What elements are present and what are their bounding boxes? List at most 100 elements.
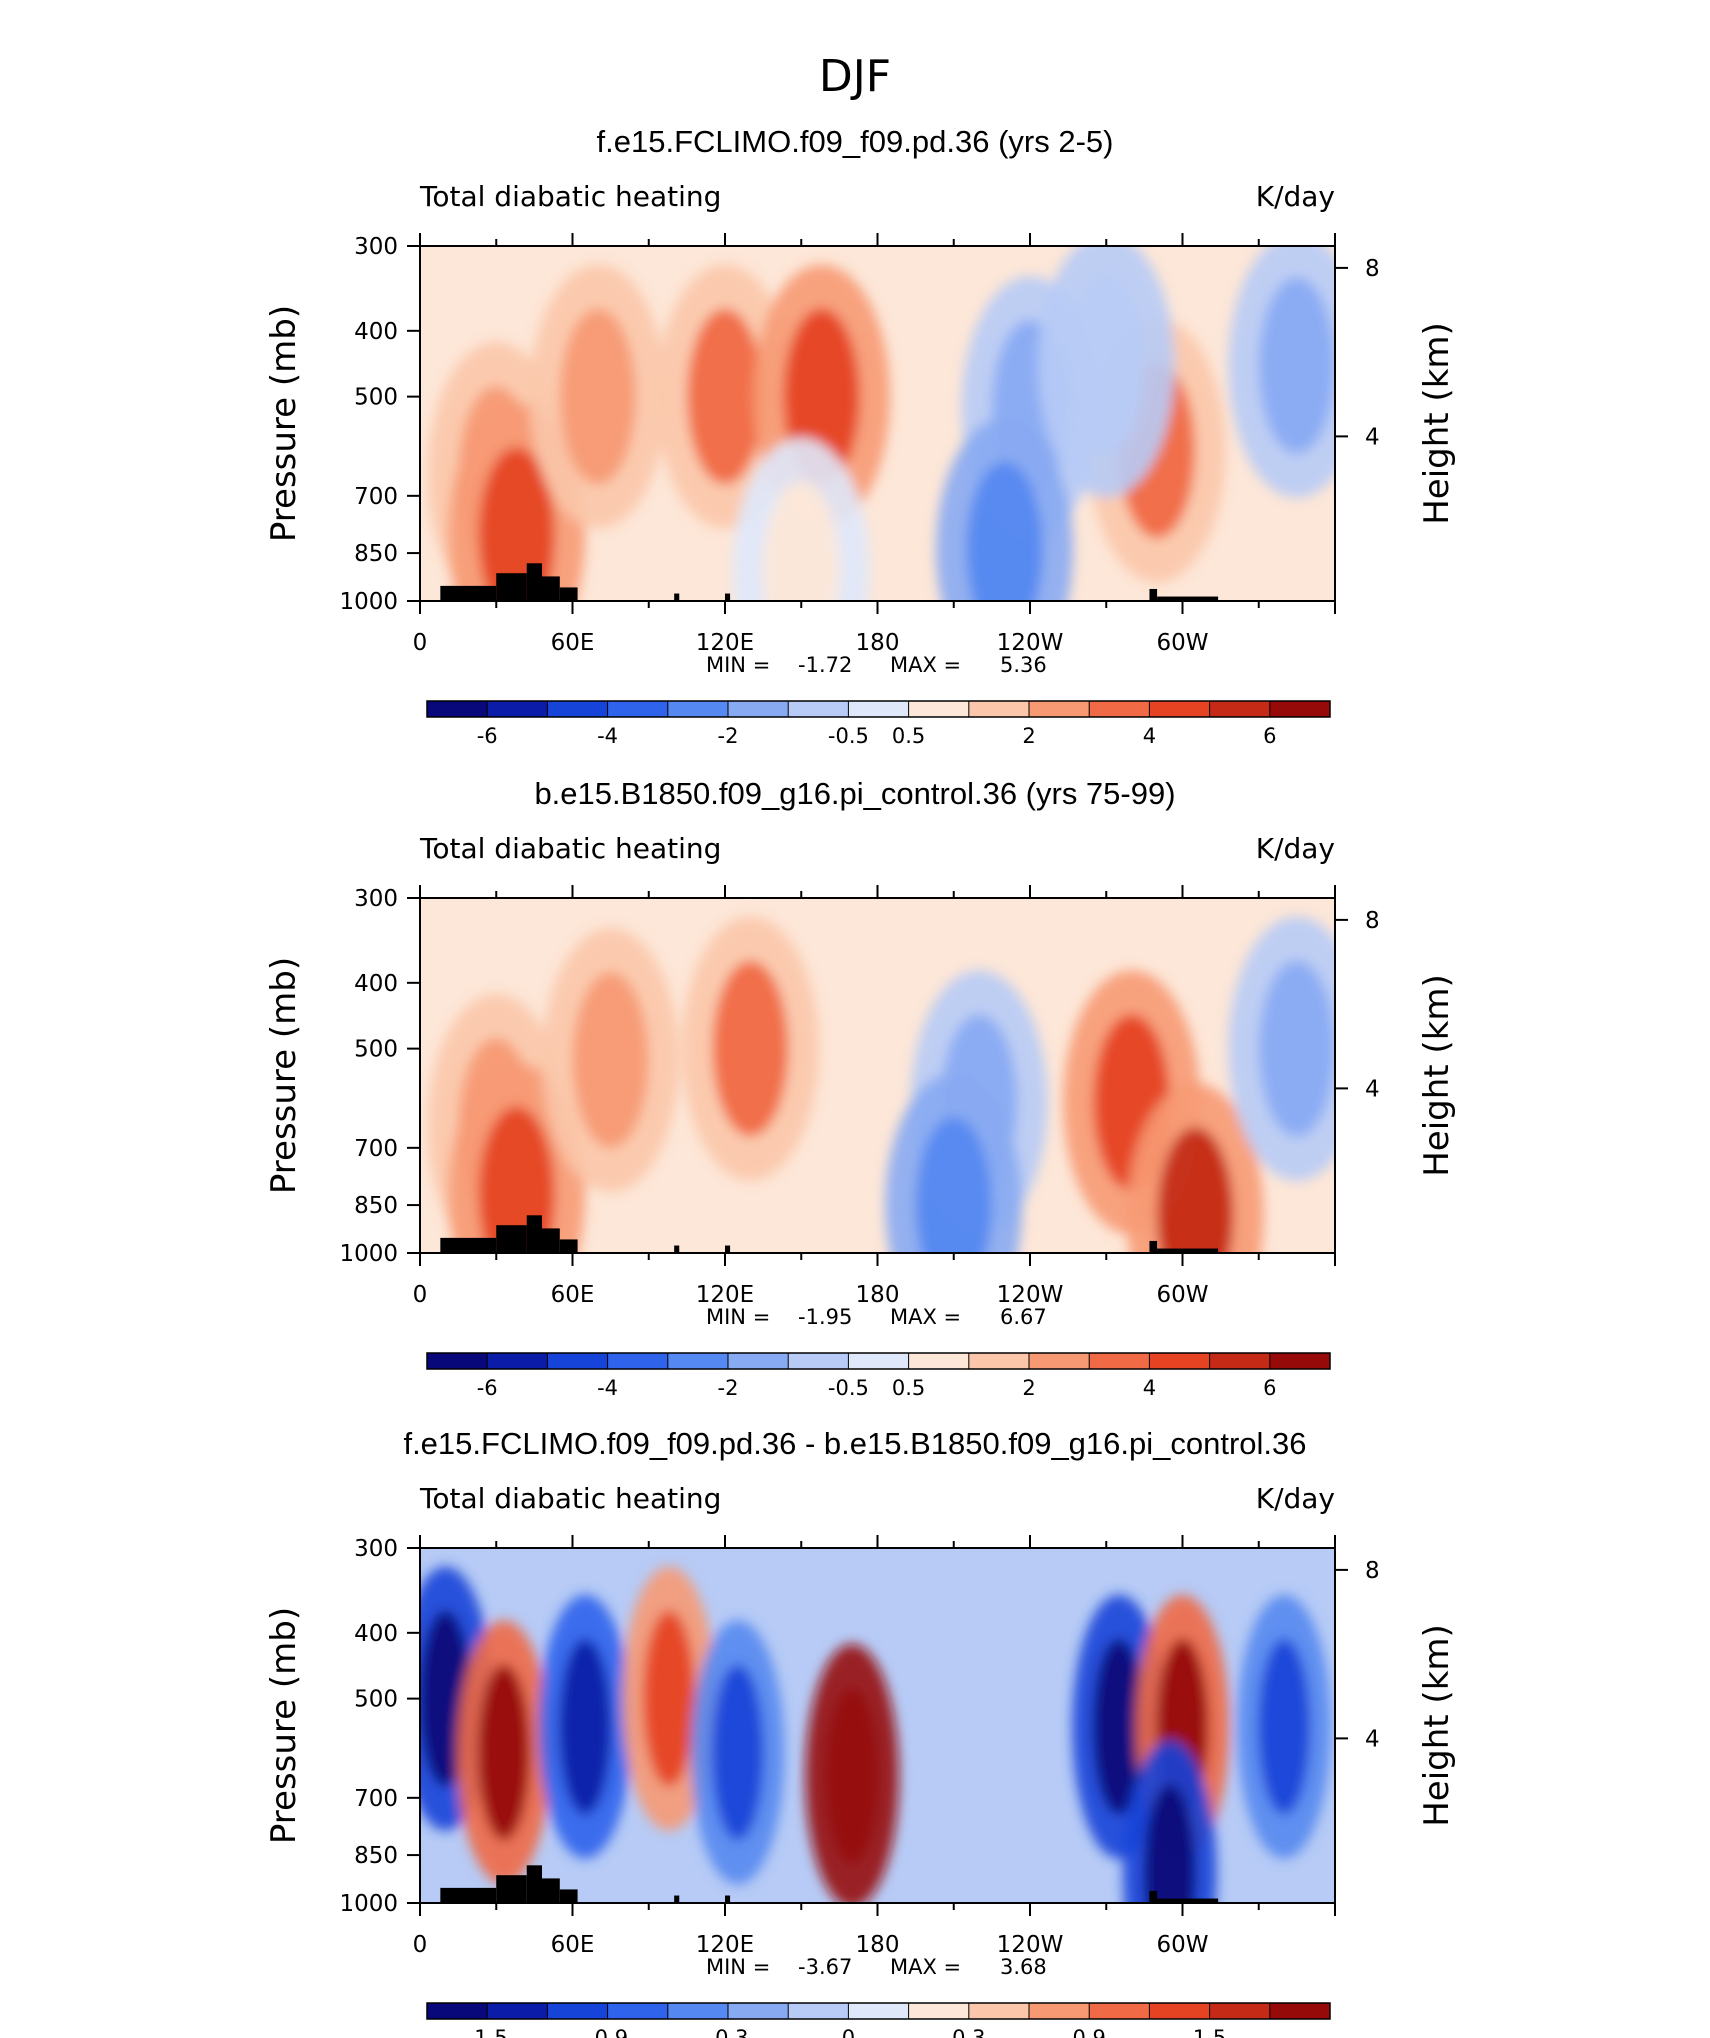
units-label: K/day: [1256, 1482, 1335, 1515]
lon-tick-label: 0: [413, 630, 428, 656]
colorbar-frame: [426, 1352, 1331, 1370]
units-label: K/day: [1256, 180, 1335, 213]
colorbar-swatch: [848, 1353, 910, 1369]
pressure-tick-label: 850: [354, 541, 398, 567]
pressure-tick-label: 850: [354, 1843, 398, 1869]
colorbar-swatch: [667, 1353, 729, 1369]
colorbar-swatch: [1089, 2003, 1150, 2019]
colorbar-swatch: [427, 2003, 488, 2019]
height-tick-label: 4: [1365, 1726, 1380, 1752]
pressure-tick-label: 850: [354, 1193, 398, 1219]
colorbar-swatch: [1029, 701, 1090, 717]
y-axis-label: Pressure (mb): [264, 305, 304, 542]
colorbar-label: 0.5: [892, 1376, 925, 1400]
colorbar-swatch: [1089, 701, 1150, 717]
colorbar-swatch: [1209, 701, 1271, 717]
pressure-tick-label: 700: [354, 484, 398, 510]
panel-1: f.e15.FCLIMO.f09_f09.pd.36 (yrs 2-5) Tota…: [264, 124, 1457, 748]
colorbar-swatch: [1029, 1353, 1090, 1369]
pressure-tick-label: 700: [354, 1136, 398, 1162]
topography-block: [1149, 1890, 1158, 1903]
contour-blob: [478, 1106, 555, 1253]
panel-title: f.e15.FCLIMO.f09_f09.pd.36 (yrs 2-5): [597, 124, 1114, 159]
topography: [440, 1865, 1219, 1903]
colorbar: -6 -4 -2 -0.5 0.5 2 4 6: [426, 1352, 1331, 1400]
topography-block: [1157, 1248, 1219, 1253]
height-tick-label: 8: [1365, 1558, 1380, 1584]
pressure-tick-label: 1000: [339, 589, 398, 615]
contour-blob: [763, 481, 840, 601]
topography-block: [526, 1215, 542, 1253]
colorbar-label: 0.9: [1072, 2026, 1105, 2038]
contour-blob: [1068, 277, 1145, 454]
lon-tick-label: 120W: [997, 630, 1064, 656]
contour-blob: [1258, 277, 1335, 454]
lon-tick-label: 60W: [1156, 1932, 1208, 1958]
topography-block: [1149, 1240, 1158, 1253]
lon-tick-label: 60E: [551, 630, 595, 656]
topography-block: [440, 1887, 497, 1903]
colorbar-label: 0.3: [952, 2026, 985, 2038]
topography-block: [725, 593, 731, 601]
colorbar-label: -6: [477, 724, 498, 748]
contour-blob: [1258, 960, 1335, 1137]
colorbar-swatch: [547, 1353, 609, 1369]
contour-field: [420, 898, 1335, 1253]
contour-blob: [915, 1117, 992, 1253]
colorbar-swatch: [1029, 2003, 1090, 2019]
colorbar-label: 0: [842, 2026, 855, 2038]
contour-blob: [826, 1687, 879, 1864]
contour-blob: [559, 308, 636, 485]
panel-2: b.e15.B1850.f09_g16.pi_control.36 (yrs 7…: [264, 776, 1457, 1400]
contour-blob: [478, 447, 555, 601]
y-axis-label: Pressure (mb): [264, 1607, 304, 1844]
contour-blob: [1143, 1783, 1196, 1903]
colorbar-label: 4: [1143, 724, 1156, 748]
colorbar-swatch: [487, 2003, 548, 2019]
y-axis-label-right: Height (km): [1417, 974, 1457, 1177]
height-tick-label: 4: [1365, 424, 1380, 450]
topography-block: [1157, 596, 1219, 601]
contour-blob: [643, 1610, 696, 1787]
min-value: -3.67: [798, 1955, 852, 1979]
figure-title: DJF: [819, 51, 891, 102]
colorbar-swatch: [547, 701, 609, 717]
variable-label: Total diabatic heating: [419, 832, 721, 865]
panel-title: f.e15.FCLIMO.f09_f09.pd.36 - b.e15.B1850…: [403, 1426, 1306, 1461]
min-label: MIN =: [706, 1955, 770, 1979]
colorbar-label: -1.5: [467, 2026, 508, 2038]
colorbar-swatch: [1269, 1353, 1331, 1369]
colorbar-swatch: [728, 2003, 789, 2019]
topography-block: [674, 593, 680, 601]
min-value: -1.72: [798, 653, 852, 677]
colorbar-label: -2: [718, 1376, 739, 1400]
topography-block: [496, 1875, 527, 1903]
y-axis-label: Pressure (mb): [264, 957, 304, 1194]
colorbar-swatch: [848, 701, 910, 717]
colorbar-swatch: [1149, 2003, 1211, 2019]
lon-tick-label: 60E: [551, 1932, 595, 1958]
colorbar: -1.5 -0.9 -0.3 0 0.3 0.9 1.5: [426, 2002, 1331, 2038]
colorbar-label: 4: [1143, 1376, 1156, 1400]
y-axis-label-right: Height (km): [1417, 322, 1457, 525]
colorbar-swatch: [728, 1353, 789, 1369]
colorbar-frame: [426, 700, 1331, 718]
colorbar-swatch: [968, 701, 1030, 717]
colorbar-swatch: [908, 701, 970, 717]
colorbar-swatch: [728, 701, 789, 717]
colorbar-swatch: [968, 2003, 1030, 2019]
panel-3: f.e15.FCLIMO.f09_f09.pd.36 - b.e15.B1850…: [264, 1426, 1457, 2038]
topography-block: [496, 573, 527, 601]
colorbar-swatch: [607, 2003, 669, 2019]
lon-tick-label: 60W: [1156, 630, 1208, 656]
colorbar-swatch: [1149, 1353, 1211, 1369]
topography-block: [542, 1878, 560, 1903]
colorbar-swatch: [427, 1353, 488, 1369]
contour-field: [420, 1548, 1335, 1903]
lon-tick-label: 0: [413, 1932, 428, 1958]
lon-tick-label: 120W: [997, 1932, 1064, 1958]
max-label: MAX =: [890, 1305, 961, 1329]
pressure-tick-label: 700: [354, 1786, 398, 1812]
colorbar-label: 2: [1022, 724, 1035, 748]
topography-block: [1157, 1898, 1219, 1903]
